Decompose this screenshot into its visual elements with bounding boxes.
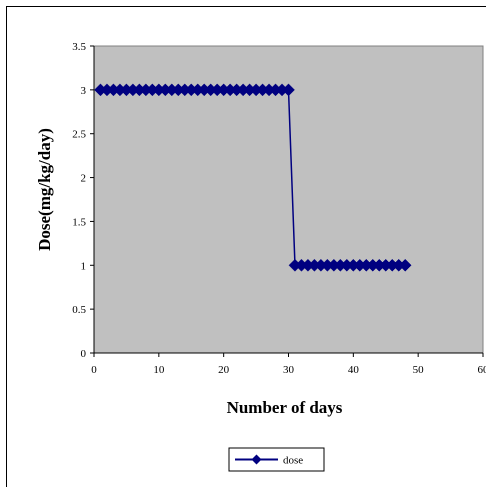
y-tick-label: 2 <box>81 173 87 185</box>
x-tick-label: 50 <box>413 364 425 376</box>
y-tick-label: 0 <box>81 348 87 360</box>
x-tick-label: 30 <box>283 364 295 376</box>
x-tick-label: 10 <box>153 364 165 376</box>
y-tick-label: 3 <box>81 85 87 97</box>
legend-label: dose <box>283 455 303 467</box>
x-tick-label: 20 <box>218 364 230 376</box>
y-axis: 0 0.5 1 1.5 2 2.5 3 3.5 <box>72 41 94 360</box>
y-tick-label: 3.5 <box>72 41 86 53</box>
x-axis-title: Number of days <box>227 398 343 417</box>
y-tick-label: 1 <box>81 260 87 272</box>
y-tick-label: 0.5 <box>72 304 86 316</box>
x-tick-label: 0 <box>91 364 97 376</box>
y-tick-label: 1.5 <box>72 216 86 228</box>
x-axis: 0 10 20 30 40 50 60 <box>91 353 486 376</box>
y-axis-title: Dose(mg/kg/day) <box>35 128 54 251</box>
x-tick-label: 60 <box>478 364 486 376</box>
x-tick-label: 40 <box>348 364 360 376</box>
y-tick-label: 2.5 <box>72 129 86 141</box>
legend: dose <box>229 448 324 471</box>
